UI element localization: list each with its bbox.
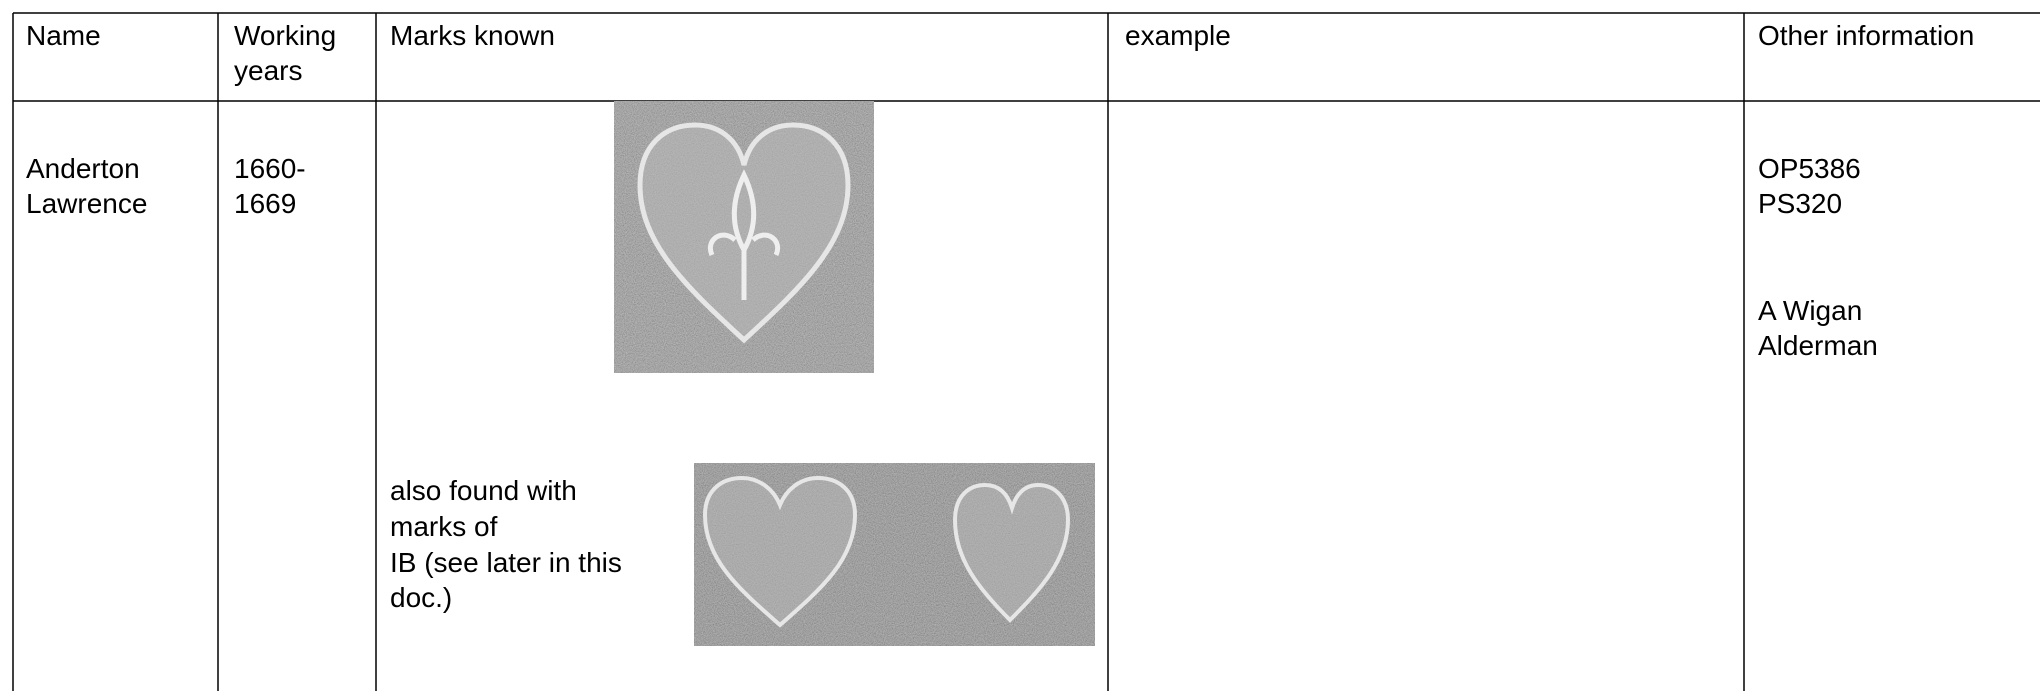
- marks-note: IB (see later in this: [390, 547, 622, 578]
- header-cell: Name: [26, 20, 101, 51]
- header-cell: example: [1125, 20, 1231, 51]
- mark-image: [694, 463, 1095, 646]
- header-cell: Working: [234, 20, 336, 51]
- header-cell: years: [234, 55, 302, 86]
- other-info: OP5386: [1758, 153, 1861, 184]
- other-info: Alderman: [1758, 330, 1878, 361]
- years-cell: 1660-: [234, 153, 306, 184]
- heart-mark: [952, 482, 1071, 623]
- marks-note: doc.): [390, 582, 452, 613]
- heart-mark: [702, 475, 858, 628]
- name-cell: Lawrence: [26, 188, 147, 219]
- marks-note: also found with: [390, 475, 577, 506]
- marks-note: marks of: [390, 511, 498, 542]
- fleur-de-lis: [707, 169, 781, 300]
- table-grid: [12, 12, 2040, 691]
- name-cell: Anderton: [26, 153, 140, 184]
- heart-mark: [637, 122, 851, 344]
- header-cell: Marks known: [390, 20, 555, 51]
- mark-image: [614, 101, 874, 373]
- header-cell: Other information: [1758, 20, 1974, 51]
- other-info: A Wigan: [1758, 295, 1862, 326]
- years-cell: 1669: [234, 188, 296, 219]
- other-info: PS320: [1758, 188, 1842, 219]
